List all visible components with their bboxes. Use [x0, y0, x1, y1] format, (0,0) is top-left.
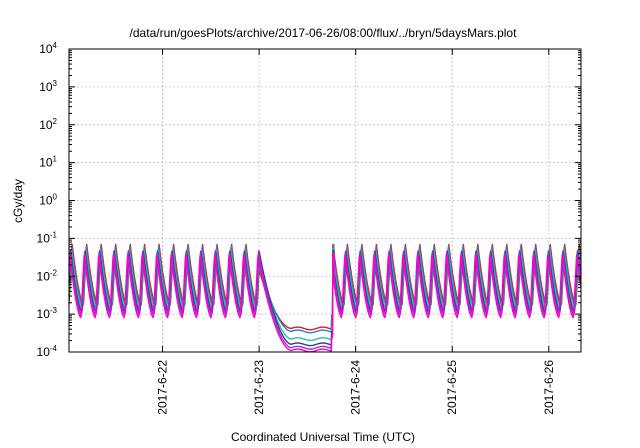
x-tick-label: 2017-6-23 — [252, 360, 266, 415]
x-tick-labels: 2017-6-22 2017-6-23 2017-6-24 2017-6-25 2017… — [156, 360, 556, 415]
y-tick-label: 10-1 — [37, 230, 58, 245]
y-tick-label: 10-3 — [37, 306, 58, 321]
x-axis-label: Coordinated Universal Time (UTC) — [231, 430, 415, 444]
y-tick-labels: 10-4 10-3 10-2 10-1 100 101 102 103 104 — [37, 41, 58, 359]
chart-title: /data/run/goesPlots/archive/2017-06-26/0… — [130, 26, 518, 40]
series-group — [68, 243, 582, 353]
tick-marks — [69, 48, 581, 353]
x-tick-label: 2017-6-25 — [445, 360, 459, 415]
x-tick-label: 2017-6-26 — [542, 360, 556, 415]
y-axis-label: cGy/day — [11, 179, 25, 223]
x-tick-label: 2017-6-22 — [156, 360, 170, 415]
series-line — [68, 253, 582, 353]
y-tick-label: 104 — [39, 41, 57, 56]
y-tick-label: 102 — [39, 117, 57, 132]
y-tick-label: 103 — [39, 79, 57, 94]
y-tick-label: 100 — [39, 193, 57, 208]
y-tick-label: 10-4 — [37, 344, 58, 359]
grid — [69, 48, 581, 353]
y-tick-label: 101 — [39, 155, 57, 170]
x-tick-label: 2017-6-24 — [349, 360, 363, 415]
y-tick-label: 10-2 — [37, 268, 58, 283]
